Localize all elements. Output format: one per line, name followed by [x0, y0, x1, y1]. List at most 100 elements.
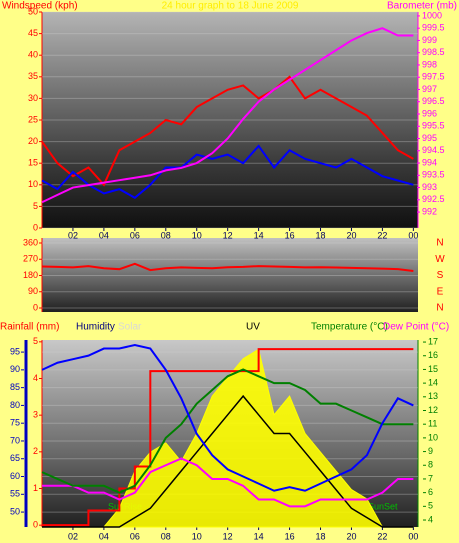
x-tick-label: 06 [130, 230, 140, 240]
y-tick-label: 55 [10, 489, 20, 499]
y-tick-label: 1000 [422, 10, 442, 20]
y-tick-label: 999.5 [422, 23, 445, 33]
y-axis-label: Windspeed (kph) [2, 1, 78, 12]
x-tick-label: 10 [192, 531, 202, 541]
x-tick-label: 18 [316, 230, 326, 240]
y-tick-label: 5 [428, 501, 433, 511]
x-tick-label: 20 [346, 531, 356, 541]
x-tick-label: 22 [377, 531, 387, 541]
direction-label: E [437, 286, 444, 297]
x-tick-label: 02 [68, 230, 78, 240]
y-tick-label: 90 [28, 286, 38, 296]
legend-item: Dew Point (°C) [383, 322, 449, 333]
y-tick-label: 2 [33, 446, 38, 456]
y-tick-label: 25 [28, 114, 38, 124]
x-tick-label: 12 [223, 531, 233, 541]
x-tick-label: 08 [161, 531, 171, 541]
y-tick-label: 95 [10, 346, 20, 356]
direction-label: N [436, 303, 443, 314]
legend-item: Rainfall (mm) [0, 322, 59, 333]
legend-item: Temperature (°C) [311, 322, 388, 333]
x-tick-label: 16 [285, 230, 295, 240]
y-tick-label: 6 [428, 487, 433, 497]
y-tick-label: 14 [428, 377, 438, 387]
y-tick-label: 10 [28, 179, 38, 189]
x-tick-label: 02 [68, 531, 78, 541]
x-tick-label: 16 [285, 531, 295, 541]
x-tick-label: 20 [346, 230, 356, 240]
x-tick-label: 18 [316, 531, 326, 541]
series-line [41, 27, 414, 204]
x-tick-label: 14 [254, 531, 264, 541]
y-tick-label: 16 [428, 350, 438, 360]
y-tick-label: 997 [422, 84, 437, 94]
series-line [41, 343, 414, 492]
series-line [41, 75, 414, 187]
direction-label: N [436, 238, 443, 249]
y-tick-label: 10 [428, 432, 438, 442]
y-tick-label: 90 [10, 364, 20, 374]
series-line [41, 368, 414, 494]
y-tick-label: 5 [33, 336, 38, 346]
y-tick-label: 70 [10, 435, 20, 445]
x-tick-label: 10 [192, 230, 202, 240]
y-tick-label: 40 [28, 50, 38, 60]
y-tick-label: 20 [28, 136, 38, 146]
y-tick-label: 998 [422, 59, 437, 69]
y-tick-label: 3 [33, 410, 38, 420]
y-tick-label: 997.5 [422, 72, 445, 82]
direction-label: S [437, 270, 444, 281]
y-tick-label: 4 [33, 373, 38, 383]
y-tick-label: 13 [428, 391, 438, 401]
annotation: SunSet [368, 501, 398, 511]
y-tick-label: 992.5 [422, 194, 445, 204]
y-tick-label: 9 [428, 446, 433, 456]
y-tick-label: 995 [422, 133, 437, 143]
y-tick-label: 35 [28, 71, 38, 81]
x-tick-label: 00 [408, 230, 418, 240]
x-tick-label: 00 [408, 531, 418, 541]
y-tick-label: 995.5 [422, 121, 445, 131]
legend-item: Solar [118, 322, 142, 333]
y-tick-label: 0 [33, 222, 38, 232]
plot-area [42, 238, 418, 312]
y-tick-label: 5 [33, 201, 38, 211]
y-tick-label: 270 [23, 254, 38, 264]
series-line [42, 394, 414, 528]
y-tick-label: 11 [428, 419, 437, 429]
series-line [41, 144, 414, 199]
y-tick-label: 0 [33, 520, 38, 530]
y-tick-label: 15 [28, 158, 38, 168]
y-tick-label: 17 [428, 336, 438, 346]
y-tick-label: 993.5 [422, 170, 445, 180]
series-line [42, 457, 414, 508]
y-tick-label: 8 [428, 460, 433, 470]
y-tick-label: 996.5 [422, 96, 445, 106]
y-tick-label: 15 [428, 364, 438, 374]
y2-axis-label: Barometer (mb) [387, 1, 457, 12]
y-tick-label: 998.5 [422, 47, 445, 57]
y-tick-label: 0 [33, 302, 38, 312]
legend-item: Humidity [76, 322, 115, 333]
x-tick-label: 14 [254, 230, 264, 240]
y-tick-label: 45 [28, 28, 38, 38]
series-line [41, 262, 414, 272]
y-tick-label: 50 [10, 506, 20, 516]
y-tick-label: 75 [10, 418, 20, 428]
y-tick-label: 65 [10, 453, 20, 463]
x-tick-label: 12 [223, 230, 233, 240]
x-tick-label: 04 [99, 230, 109, 240]
y-tick-label: 50 [28, 6, 38, 16]
chart-title: 24 hour graph to 18 June 2009 [162, 1, 299, 12]
x-tick-label: 04 [99, 531, 109, 541]
y-tick-label: 80 [10, 400, 20, 410]
y-tick-label: 994.5 [422, 145, 445, 155]
direction-label: W [435, 254, 445, 265]
y-tick-label: 999 [422, 35, 437, 45]
y-tick-label: 4 [428, 514, 433, 524]
y-tick-label: 7 [428, 473, 433, 483]
series-line [42, 348, 414, 527]
y-tick-label: 994 [422, 157, 437, 167]
